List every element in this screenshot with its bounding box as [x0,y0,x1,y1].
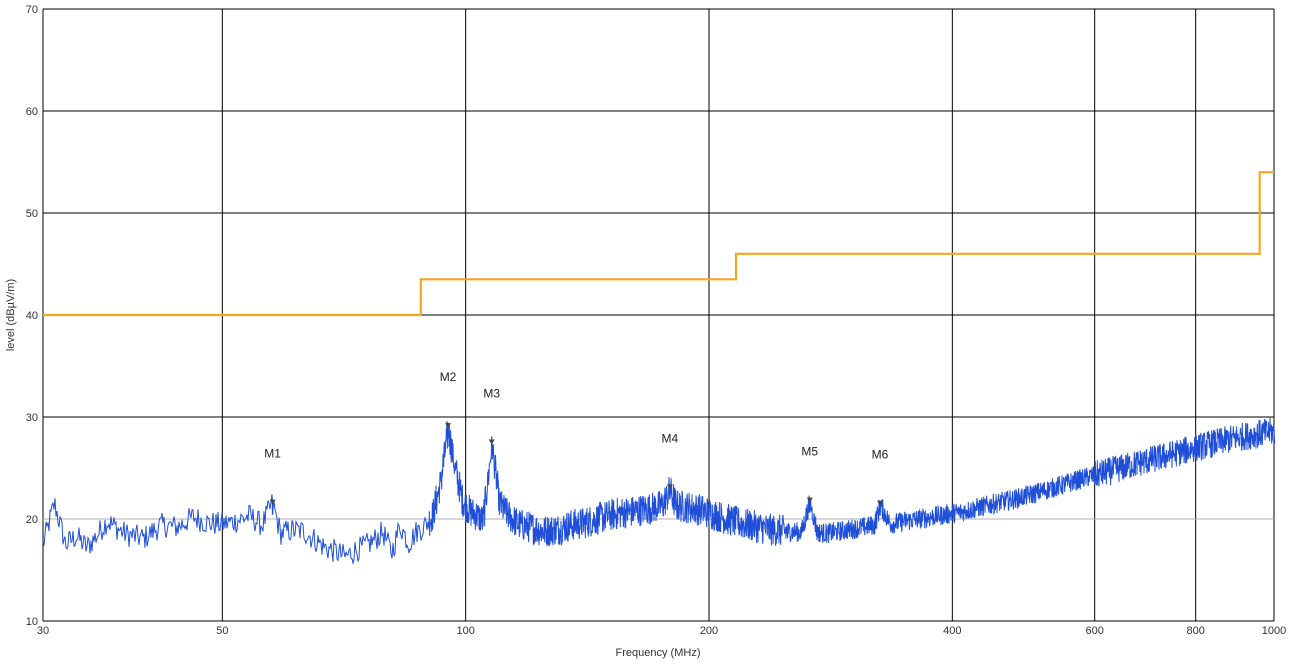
x-tick-label-100: 100 [456,625,474,637]
x-tick-label-30: 30 [37,625,49,637]
y-tick-label-20: 20 [26,514,38,526]
x-axis-title: Frequency (MHz) [616,647,701,659]
marker-point-m2 [445,423,452,429]
marker-label-m2: M2 [440,370,457,384]
x-tick-label-400: 400 [943,625,961,637]
limit-line [43,171,1274,317]
marker-layer: M1 M2 M3 M4 M5 M6 [264,370,889,516]
marker-point-m1 [269,499,276,505]
marker-label-m5: M5 [801,445,818,459]
measurement-trace [42,417,1276,565]
y-tick-label-60: 60 [26,106,38,118]
y-tick-label-10: 10 [26,616,38,628]
x-tick-label-800: 800 [1186,625,1204,637]
x-tick-label-200: 200 [700,625,718,637]
measurement-trace-layer [42,417,1276,565]
x-tick-labels: 30 50 100 200 400 600 800 1000 [37,625,1286,637]
marker-label-m1: M1 [264,447,281,461]
y-tick-label-30: 30 [26,412,38,424]
y-tick-label-40: 40 [26,310,38,322]
y-tick-label-70: 70 [26,4,38,16]
y-axis-title: level (dBµV/m) [5,279,17,351]
y-tick-label-50: 50 [26,208,38,220]
marker-point-m6 [876,500,883,506]
marker-point-m5 [806,497,813,503]
marker-label-m6: M6 [872,448,889,462]
x-tick-label-1000: 1000 [1262,625,1286,637]
marker-point-m3 [488,439,495,445]
marker-label-m4: M4 [662,431,679,445]
x-tick-label-600: 600 [1085,625,1103,637]
marker-label-m3: M3 [483,387,500,401]
limit-line-layer [43,171,1274,317]
y-tick-labels: 10 20 30 40 50 60 70 [26,4,38,628]
x-tick-label-50: 50 [216,625,228,637]
marker-point-m4 [666,484,673,490]
